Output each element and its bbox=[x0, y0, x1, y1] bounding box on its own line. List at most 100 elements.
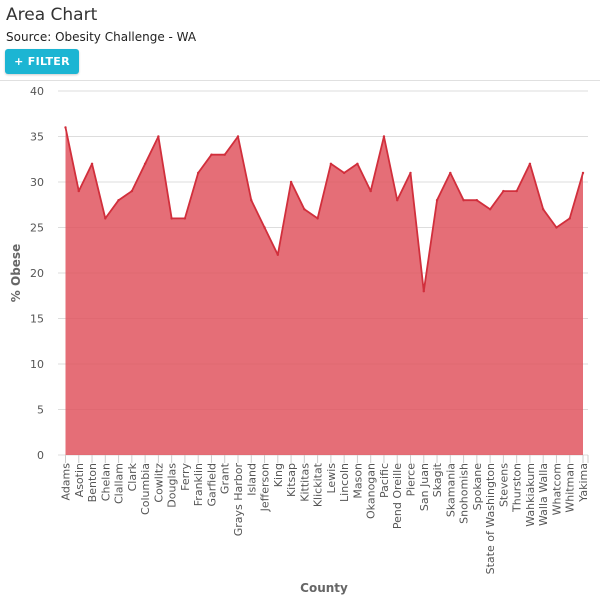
x-tick-label: Lincoln bbox=[338, 463, 351, 502]
x-tick-label: Yakima bbox=[577, 463, 590, 503]
data-point bbox=[303, 208, 306, 211]
x-tick-label: Jefferson bbox=[259, 463, 272, 512]
x-tick-label: Pierce bbox=[405, 463, 418, 497]
data-point bbox=[528, 162, 532, 165]
area-line bbox=[64, 127, 584, 293]
data-point bbox=[276, 253, 280, 256]
data-point bbox=[342, 171, 346, 175]
y-tick-label: 25 bbox=[30, 222, 44, 235]
data-point bbox=[462, 199, 465, 202]
data-point bbox=[329, 162, 333, 165]
x-tick-label: King bbox=[272, 463, 285, 487]
y-tick-label: 0 bbox=[37, 449, 44, 462]
x-tick-label: Clark bbox=[126, 462, 139, 491]
x-tick-label: Walla Walla bbox=[537, 463, 550, 526]
data-point bbox=[369, 189, 372, 193]
x-tick-label: Columbia bbox=[139, 463, 152, 515]
x-tick-label: Island bbox=[245, 463, 258, 496]
y-tick-label: 10 bbox=[30, 358, 44, 371]
data-point bbox=[289, 180, 293, 184]
x-tick-label: Stevens bbox=[497, 463, 510, 507]
data-point bbox=[488, 208, 492, 211]
data-point bbox=[77, 189, 80, 193]
data-point bbox=[130, 189, 134, 193]
y-tick-label: 20 bbox=[30, 267, 44, 280]
x-tick-label: San Juan bbox=[418, 463, 431, 511]
data-point bbox=[64, 126, 67, 129]
chart-source: Source: Obesity Challenge - WA bbox=[6, 30, 197, 44]
x-tick-label: Klickitat bbox=[312, 462, 325, 507]
y-tick-label: 30 bbox=[30, 176, 44, 189]
y-tick-label: 35 bbox=[30, 131, 44, 144]
data-point bbox=[356, 162, 359, 165]
x-tick-label: Benton bbox=[86, 463, 99, 502]
data-point bbox=[90, 162, 94, 165]
header-divider bbox=[0, 80, 600, 81]
data-point bbox=[581, 171, 585, 175]
data-point bbox=[157, 135, 160, 138]
x-tick-label: Kitsap bbox=[285, 463, 298, 497]
x-tick-label: Spokane bbox=[471, 463, 484, 511]
x-tick-label: Skamania bbox=[444, 463, 457, 517]
x-tick-label: Cowlitz bbox=[152, 463, 165, 503]
x-tick-label: Snohomish bbox=[458, 463, 471, 524]
x-tick-label: Kittitas bbox=[298, 463, 311, 502]
data-point bbox=[409, 171, 412, 175]
x-tick-label: Whitman bbox=[564, 463, 577, 513]
data-point bbox=[183, 217, 187, 220]
data-point bbox=[316, 217, 319, 220]
data-point bbox=[117, 199, 120, 202]
x-tick-label: Thurston bbox=[511, 463, 524, 513]
data-point bbox=[568, 217, 571, 220]
x-tick-label: Mason bbox=[351, 463, 364, 499]
data-point bbox=[555, 226, 558, 229]
chart-title: Area Chart bbox=[6, 5, 98, 25]
data-point bbox=[263, 226, 266, 229]
data-point bbox=[104, 217, 107, 220]
area-fill bbox=[65, 127, 583, 456]
x-tick-label: Grays Harbor bbox=[232, 463, 245, 537]
data-point bbox=[422, 290, 425, 293]
x-tick-label: Lewis bbox=[325, 463, 338, 494]
x-tick-label: Pend Oreille bbox=[391, 463, 404, 529]
data-point bbox=[396, 199, 399, 202]
x-tick-label: Grant bbox=[219, 462, 232, 494]
filter-button[interactable]: + FILTER bbox=[5, 49, 79, 74]
data-point bbox=[236, 135, 240, 138]
data-point bbox=[502, 189, 505, 193]
data-point bbox=[143, 162, 147, 165]
y-tick-label: 5 bbox=[37, 404, 44, 417]
x-tick-label: Douglas bbox=[166, 463, 179, 508]
data-point bbox=[223, 153, 226, 156]
x-tick-label: Skagit bbox=[431, 462, 444, 497]
x-tick-label: Pacific bbox=[378, 463, 391, 498]
x-tick-label: Okanogan bbox=[365, 463, 378, 519]
x-tick-label: Asotin bbox=[73, 463, 86, 497]
y-axis-title: % Obese bbox=[9, 244, 23, 302]
y-tick-label: 40 bbox=[30, 85, 44, 98]
data-point bbox=[196, 171, 200, 175]
data-point bbox=[250, 199, 253, 202]
x-axis-title: County bbox=[300, 581, 348, 595]
data-point bbox=[170, 217, 173, 220]
y-tick-label: 15 bbox=[30, 313, 44, 326]
x-tick-label: Wahkiakum bbox=[524, 463, 537, 527]
x-tick-label: State of Washington bbox=[484, 463, 497, 574]
data-point bbox=[449, 171, 452, 175]
x-tick-label: Ferry bbox=[179, 463, 192, 491]
x-tick-label: Chelan bbox=[99, 463, 112, 501]
x-tick-label: Franklin bbox=[192, 463, 205, 506]
x-tick-label: Garfield bbox=[205, 463, 218, 507]
area-series bbox=[64, 126, 585, 456]
data-point bbox=[435, 199, 439, 202]
x-tick-label: Whatcom bbox=[550, 463, 563, 515]
x-tick-label: Adams bbox=[60, 463, 73, 501]
data-point bbox=[382, 135, 386, 138]
data-point bbox=[515, 189, 518, 193]
data-point bbox=[541, 208, 545, 211]
data-point bbox=[475, 199, 479, 202]
data-point bbox=[210, 153, 213, 156]
x-tick-label: Clallam bbox=[113, 463, 126, 504]
